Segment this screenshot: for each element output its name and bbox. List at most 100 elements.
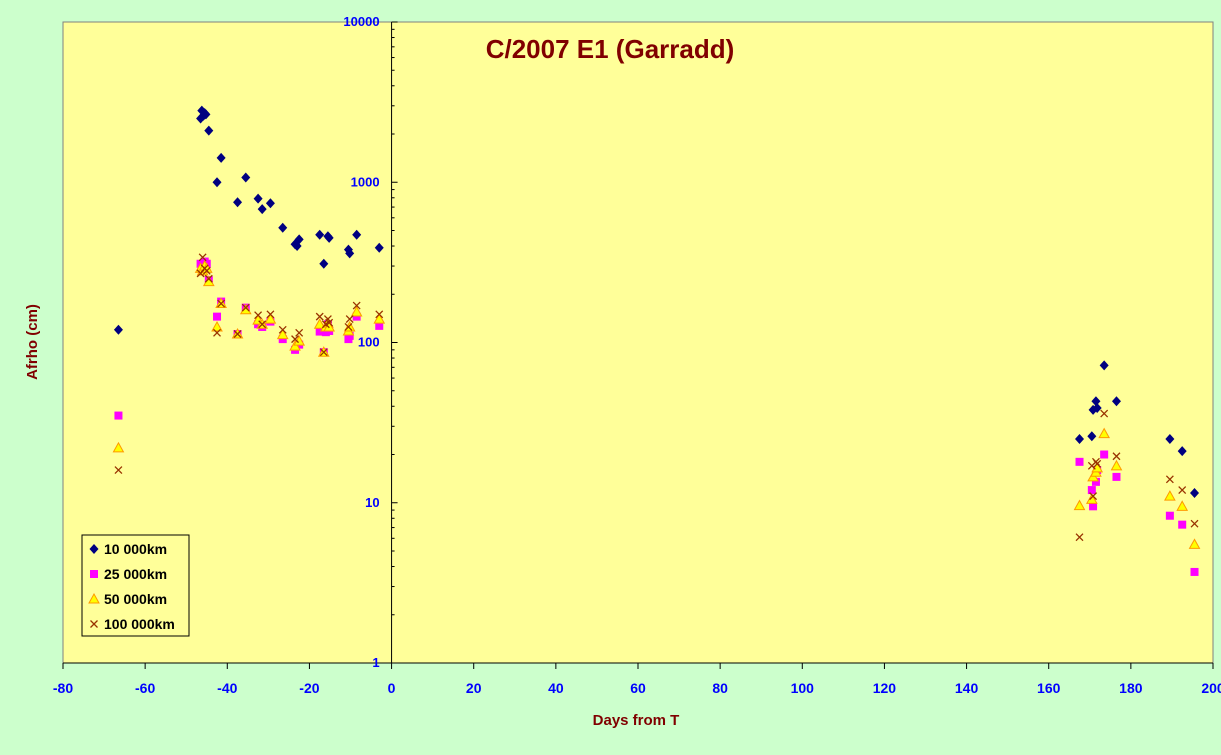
data-point xyxy=(1075,533,1084,542)
data-point xyxy=(352,301,361,310)
data-point xyxy=(1112,452,1121,461)
legend-label: 25 000km xyxy=(104,566,167,582)
data-point xyxy=(1111,396,1121,407)
data-point xyxy=(1085,493,1098,504)
y-tick-label: 10000 xyxy=(343,14,379,29)
data-point xyxy=(278,325,287,334)
data-point xyxy=(233,330,242,338)
data-point xyxy=(253,193,263,204)
data-point xyxy=(1089,502,1098,511)
data-point xyxy=(201,109,211,120)
data-point xyxy=(1190,519,1199,528)
data-point xyxy=(315,327,324,336)
data-point xyxy=(114,466,123,474)
data-point xyxy=(211,320,223,332)
data-point xyxy=(1165,433,1175,444)
y-tick-label: 1 xyxy=(372,655,379,670)
chart-title: C/2007 E1 (Garradd) xyxy=(486,34,735,64)
data-point xyxy=(241,172,251,183)
data-point xyxy=(1098,427,1111,439)
series-4 xyxy=(114,253,1199,542)
x-tick-label: 40 xyxy=(548,680,564,696)
data-point xyxy=(266,310,275,319)
data-point xyxy=(1165,475,1174,484)
legend-marker xyxy=(90,570,98,578)
legend-marker xyxy=(89,544,99,554)
data-point xyxy=(216,152,226,163)
data-point xyxy=(1112,472,1121,481)
data-point xyxy=(375,310,384,319)
data-point xyxy=(1091,477,1100,486)
data-point xyxy=(113,324,123,335)
data-point xyxy=(295,328,304,337)
series-1 xyxy=(113,105,1200,499)
data-point xyxy=(1073,499,1086,511)
x-tick-label: 140 xyxy=(955,680,979,696)
data-point xyxy=(352,312,361,321)
data-point xyxy=(315,229,325,240)
y-tick-label: 1000 xyxy=(351,174,380,189)
data-point xyxy=(114,411,123,420)
x-tick-label: 20 xyxy=(466,680,482,696)
data-point xyxy=(278,222,288,233)
x-axis-label: Days from T xyxy=(593,712,680,729)
legend-label: 50 000km xyxy=(104,591,167,607)
data-point xyxy=(1110,459,1123,471)
x-tick-label: 180 xyxy=(1119,680,1143,696)
plot-area xyxy=(63,22,1213,663)
data-point xyxy=(344,323,353,331)
data-point xyxy=(276,328,289,340)
data-point xyxy=(204,274,213,283)
y-tick-label: 100 xyxy=(358,335,380,350)
data-point xyxy=(1100,450,1109,459)
y-axis-label: Afrho (cm) xyxy=(24,304,41,380)
data-point xyxy=(1178,486,1187,495)
x-tick-label: -60 xyxy=(135,680,155,696)
data-point xyxy=(345,315,354,324)
data-point xyxy=(254,311,263,320)
data-point xyxy=(1190,567,1199,576)
x-tick-label: -20 xyxy=(299,680,319,696)
data-point xyxy=(1099,360,1109,371)
data-point xyxy=(265,198,275,209)
data-point xyxy=(1165,511,1174,520)
data-point xyxy=(213,312,222,321)
data-point xyxy=(373,313,386,324)
data-point xyxy=(352,229,362,240)
x-tick-label: 60 xyxy=(630,680,646,696)
legend-label: 10 000km xyxy=(104,541,167,557)
data-point xyxy=(345,331,354,340)
data-point xyxy=(1188,538,1201,549)
data-point xyxy=(323,320,335,332)
data-point xyxy=(313,318,326,329)
x-tick-label: -40 xyxy=(217,680,237,696)
data-point xyxy=(1190,488,1200,499)
x-tick-label: 200 xyxy=(1201,680,1221,696)
y-tick-label: 10 xyxy=(365,495,379,510)
data-point xyxy=(1075,433,1085,444)
data-point xyxy=(1093,459,1102,468)
data-point xyxy=(319,258,329,269)
data-point xyxy=(1087,431,1097,442)
data-point xyxy=(264,313,277,324)
legend-label: 100 000km xyxy=(104,616,175,632)
x-tick-label: 100 xyxy=(791,680,815,696)
data-point xyxy=(1087,486,1096,495)
data-point xyxy=(291,335,300,344)
data-point xyxy=(1178,520,1187,529)
data-point xyxy=(233,197,243,208)
data-point xyxy=(1091,461,1104,473)
axes: -80 -60 -40 -20 0 20 40 60 80 100 120 140 160 180 200 1… xyxy=(53,14,1221,696)
legend-marker xyxy=(90,620,98,628)
data-point xyxy=(198,253,207,262)
data-point xyxy=(375,321,384,330)
x-tick-label: -80 xyxy=(53,680,73,696)
x-tick-label: 80 xyxy=(712,680,728,696)
data-point xyxy=(1075,457,1084,466)
data-point xyxy=(315,312,324,321)
data-point xyxy=(325,318,334,327)
x-tick-label: 120 xyxy=(873,680,897,696)
legend-marker xyxy=(88,592,100,604)
